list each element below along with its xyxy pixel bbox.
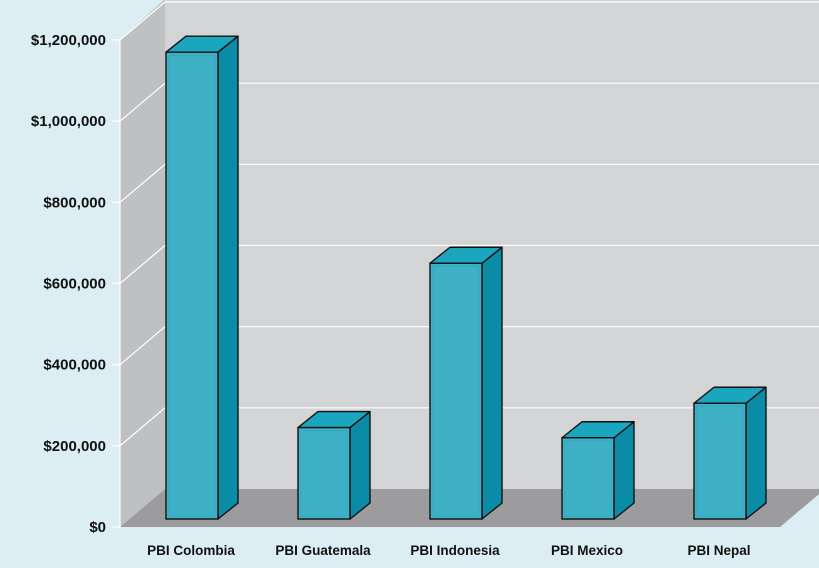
y-tick-label: $400,000 xyxy=(43,357,106,374)
bar-texture xyxy=(432,265,480,517)
gridline-side xyxy=(119,1,166,41)
y-tick-label: $800,000 xyxy=(43,194,106,211)
y-tick-label: $1,000,000 xyxy=(31,113,106,130)
bar-front-face xyxy=(165,51,219,520)
bar-texture xyxy=(300,430,348,517)
x-tick-label: PBI Colombia xyxy=(147,543,235,558)
bar-front-face xyxy=(561,437,615,520)
x-tick-label: PBI Guatemala xyxy=(275,543,371,558)
y-tick-label: $0 xyxy=(89,519,106,536)
bar xyxy=(429,246,503,520)
bar-front-face xyxy=(297,426,351,520)
gridline-side xyxy=(119,245,166,284)
gridline-side xyxy=(119,326,166,366)
y-tick-label: $600,000 xyxy=(43,276,106,293)
bar xyxy=(165,35,239,520)
bar-front-face xyxy=(693,402,747,520)
side-wall xyxy=(120,0,165,527)
bar-texture xyxy=(564,440,612,517)
gridline-side xyxy=(119,82,166,122)
bar xyxy=(561,421,635,520)
bar-side-face xyxy=(613,421,635,520)
bar xyxy=(693,386,767,520)
x-tick-label: PBI Mexico xyxy=(551,543,623,558)
x-tick-label: PBI Nepal xyxy=(687,543,750,558)
bar-side-face xyxy=(217,35,239,520)
bar-side-face xyxy=(481,246,503,520)
bar-front-face xyxy=(429,262,483,520)
bar xyxy=(297,410,371,520)
gridlines xyxy=(112,1,819,528)
gridline-side xyxy=(119,163,166,203)
x-tick-label: PBI Indonesia xyxy=(410,543,500,558)
gridline-side xyxy=(119,407,166,447)
y-tick-label: $1,200,000 xyxy=(31,32,106,49)
y-tick-label: $200,000 xyxy=(43,438,106,455)
bars xyxy=(165,35,767,520)
bar-texture xyxy=(696,405,744,517)
bar-side-face xyxy=(349,410,371,520)
axis-labels: $0 $200,000 $400,000 $600,000 $800,000 $1,000… xyxy=(31,32,751,558)
bar-side-face xyxy=(745,386,767,520)
bar-texture xyxy=(168,54,216,517)
